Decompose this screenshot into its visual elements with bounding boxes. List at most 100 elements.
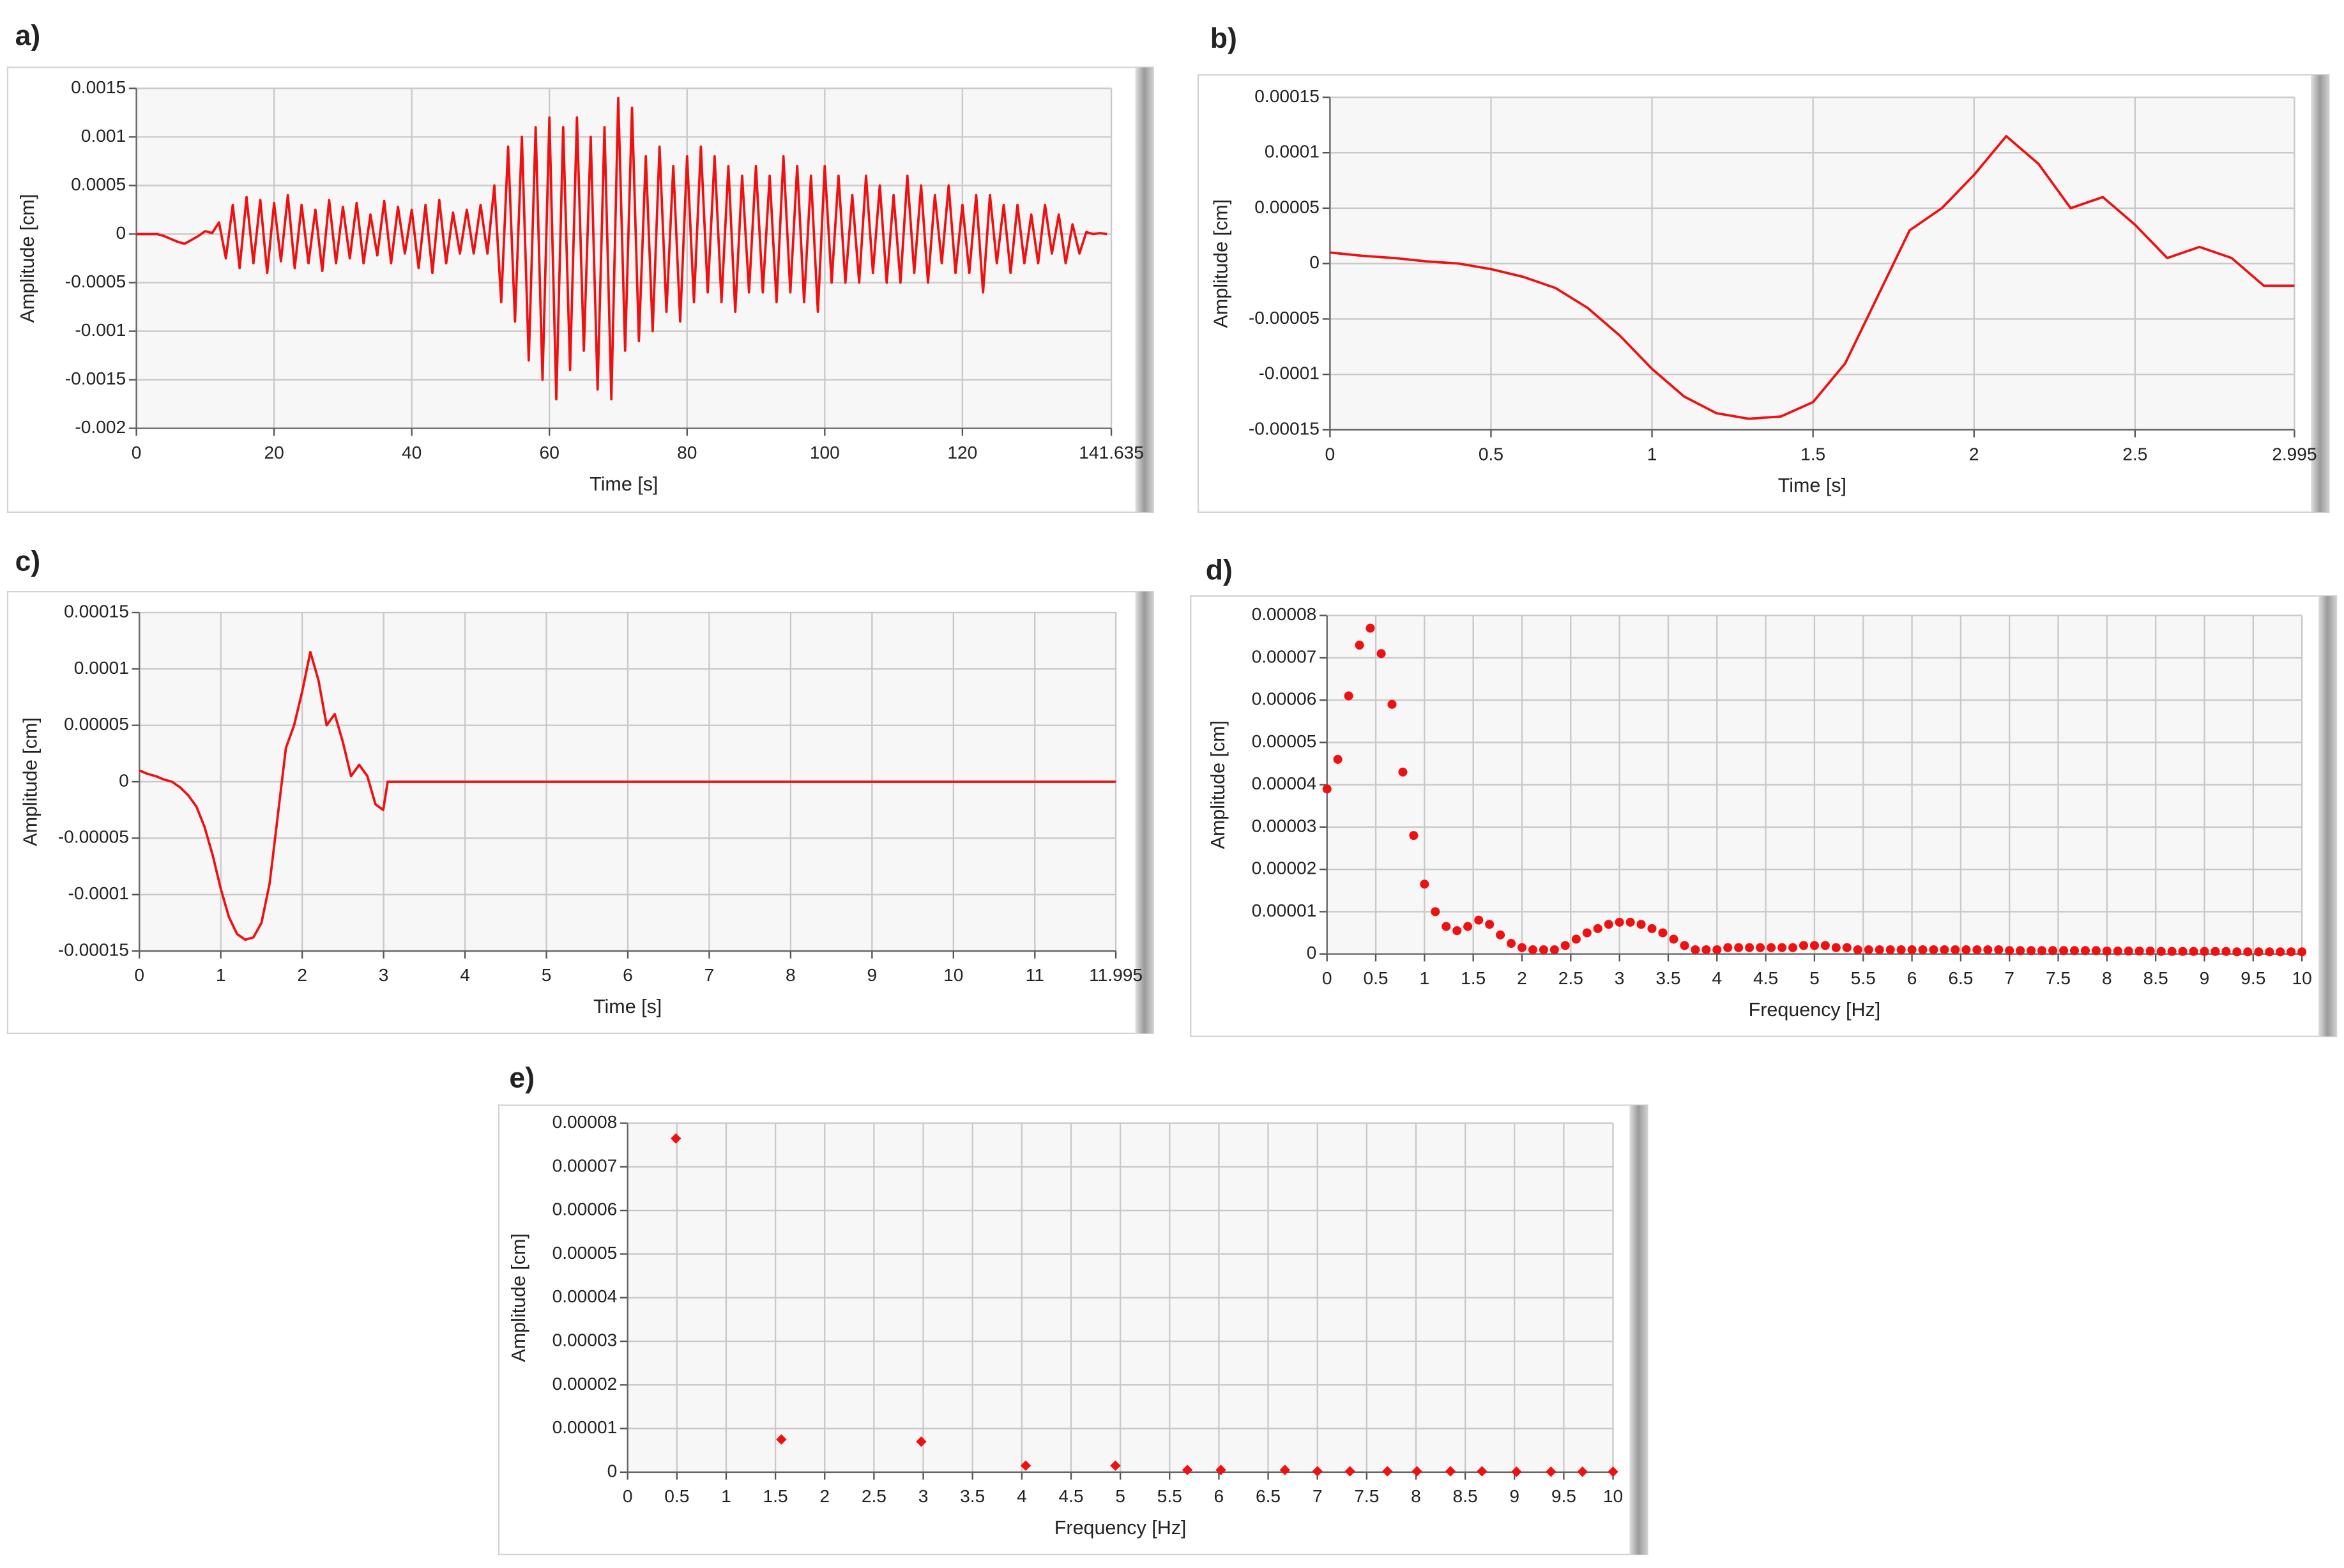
y-tick-label: 0 xyxy=(119,770,129,790)
data-point xyxy=(1582,928,1592,938)
x-tick-label: 8 xyxy=(1411,1486,1421,1506)
data-point xyxy=(1961,945,1971,955)
x-axis-label: Time [s] xyxy=(590,473,658,495)
y-tick-label: -0.0005 xyxy=(65,271,126,291)
x-tick-label: 1.5 xyxy=(763,1486,788,1506)
panel-label: d) xyxy=(1206,554,1233,586)
y-axis-label: Amplitude [cm] xyxy=(17,194,38,323)
x-tick-label: 9 xyxy=(1509,1486,1519,1506)
x-tick-label: 7.5 xyxy=(1354,1486,1379,1506)
y-tick-label: 0.00005 xyxy=(1252,731,1317,751)
data-point xyxy=(1431,907,1440,917)
data-point xyxy=(1940,945,1949,955)
y-tick-label: -0.0001 xyxy=(1259,363,1320,383)
data-point xyxy=(1734,943,1744,952)
x-tick-label: 5 xyxy=(542,965,552,985)
y-tick-label: -0.00015 xyxy=(1249,418,1320,438)
data-line xyxy=(136,96,1107,400)
data-point xyxy=(1625,917,1635,927)
data-point xyxy=(2091,946,2101,955)
panel-label: b) xyxy=(1210,23,1237,54)
y-tick-label: 0.00001 xyxy=(1252,901,1317,920)
data-point xyxy=(1571,934,1581,944)
data-point xyxy=(1333,754,1343,764)
x-tick-label: 4.5 xyxy=(1753,968,1778,988)
x-tick-label: 1.5 xyxy=(1461,968,1486,988)
y-tick-label: 0.00002 xyxy=(1252,858,1317,878)
data-point xyxy=(1875,945,1884,955)
data-point xyxy=(1885,945,1895,955)
x-tick-label: 4.5 xyxy=(1058,1486,1083,1506)
x-tick-label: 5 xyxy=(1115,1486,1125,1506)
x-tick-label: 10 xyxy=(943,965,963,985)
data-point xyxy=(2200,947,2209,956)
data-point xyxy=(1777,943,1787,952)
data-point xyxy=(1382,1466,1393,1477)
x-tick-label: 7 xyxy=(704,965,715,985)
y-tick-label: 0 xyxy=(116,223,126,243)
y-tick-label: 0.00007 xyxy=(552,1155,618,1175)
y-tick-label: 0.00004 xyxy=(552,1286,618,1306)
x-tick-label: 2 xyxy=(297,965,307,985)
x-tick-label: 100 xyxy=(810,443,840,462)
data-point xyxy=(1546,1466,1556,1477)
x-tick-label: 0.5 xyxy=(1479,444,1503,464)
x-tick-label: 0 xyxy=(134,965,144,985)
data-point xyxy=(2059,946,2069,955)
y-tick-label: 0 xyxy=(1307,943,1317,963)
data-point xyxy=(1376,649,1386,658)
x-tick-label: 80 xyxy=(677,443,697,462)
y-tick-label: 0.0005 xyxy=(71,174,126,194)
data-point xyxy=(1951,945,1960,955)
x-tick-label: 1.5 xyxy=(1800,444,1825,464)
data-point xyxy=(2069,946,2080,955)
x-tick-label: 10 xyxy=(1603,1486,1623,1506)
data-point xyxy=(2135,946,2144,956)
data-point xyxy=(1680,941,1689,950)
data-point xyxy=(1604,920,1613,929)
y-tick-label: 0.00003 xyxy=(1252,816,1317,835)
x-tick-label: 141.635 xyxy=(1079,443,1144,462)
x-tick-label: 0.5 xyxy=(1363,968,1388,988)
y-tick-label: 0.00005 xyxy=(552,1243,618,1263)
data-point xyxy=(916,1436,927,1447)
y-tick-label: 0.00008 xyxy=(552,1112,618,1132)
x-axis-label: Frequency [Hz] xyxy=(1054,1517,1187,1539)
data-line xyxy=(1330,135,2295,420)
data-point xyxy=(1507,939,1516,948)
data-point xyxy=(1474,915,1484,925)
y-tick-label: 0.00001 xyxy=(552,1417,618,1437)
y-tick-label: 0.0001 xyxy=(74,658,129,678)
y-tick-label: 0.00006 xyxy=(552,1199,618,1219)
data-point xyxy=(2145,946,2155,956)
x-tick-label: 8.5 xyxy=(2143,968,2168,988)
data-point xyxy=(1412,1466,1422,1477)
data-line xyxy=(139,650,1116,941)
x-tick-label: 5 xyxy=(1809,968,1820,988)
x-tick-label: 6 xyxy=(623,965,633,985)
chart-panel: d) 0 0.00001 0.00002 0.00003 0.00004 0.00005 0.… xyxy=(1190,554,2338,1037)
x-tick-label: 1 xyxy=(721,1486,731,1506)
data-point xyxy=(1452,926,1462,936)
x-tick-label: 5.5 xyxy=(1851,968,1876,988)
data-point xyxy=(671,1133,681,1144)
y-tick-label: -0.002 xyxy=(75,417,126,437)
x-tick-label: 2.5 xyxy=(1558,968,1583,988)
data-point xyxy=(1864,945,1873,955)
data-point xyxy=(1756,943,1765,952)
data-point xyxy=(1442,922,1451,931)
data-point xyxy=(1517,943,1527,952)
x-tick-label: 11.995 xyxy=(1089,965,1143,985)
x-tick-label: 1 xyxy=(1420,968,1430,988)
x-tick-label: 3 xyxy=(379,965,389,985)
y-tick-label: 0.00006 xyxy=(1252,689,1317,709)
data-point xyxy=(1409,831,1419,841)
x-tick-label: 0 xyxy=(132,443,142,462)
x-tick-label: 2.5 xyxy=(2122,444,2147,464)
panel-label: e) xyxy=(509,1062,535,1093)
data-point xyxy=(1636,920,1646,929)
data-point xyxy=(1322,784,1332,794)
data-point xyxy=(1853,945,1862,955)
data-point xyxy=(1485,920,1495,929)
